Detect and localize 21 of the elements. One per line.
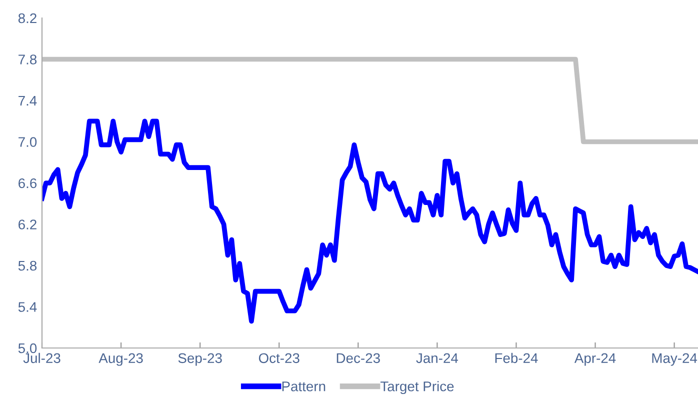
x-tick-label: Feb-24	[495, 352, 538, 364]
x-tick-label: Dec-23	[336, 353, 380, 364]
legend-label: Target Price	[380, 381, 454, 394]
y-tick-label: 6.6	[18, 178, 37, 188]
y-tick-label: 5.8	[18, 260, 37, 271]
x-tick-label: Jan-24	[416, 353, 458, 364]
x-tick-label: Sep-23	[178, 353, 222, 366]
y-tick-label: 5.4	[18, 302, 37, 312]
y-tick-label: 6.2	[18, 220, 36, 230]
y-tick-label: 7.8	[18, 54, 37, 64]
x-tick-label: Oct-23	[258, 353, 300, 364]
x-tick-label: May-24	[652, 353, 698, 366]
y-tick-label: 8.2	[18, 13, 36, 24]
y-tick-label: 7.4	[18, 96, 37, 106]
y-tick-label: 7.0	[18, 137, 37, 147]
x-tick-label: Jul-23	[23, 352, 60, 364]
legend-label: Pattern	[282, 382, 326, 392]
x-tick-label: Apr-24	[574, 353, 616, 366]
y-tick-label: 5.0	[18, 343, 37, 354]
x-tick-label: Aug-23	[98, 353, 143, 366]
line-series	[42, 118, 698, 324]
